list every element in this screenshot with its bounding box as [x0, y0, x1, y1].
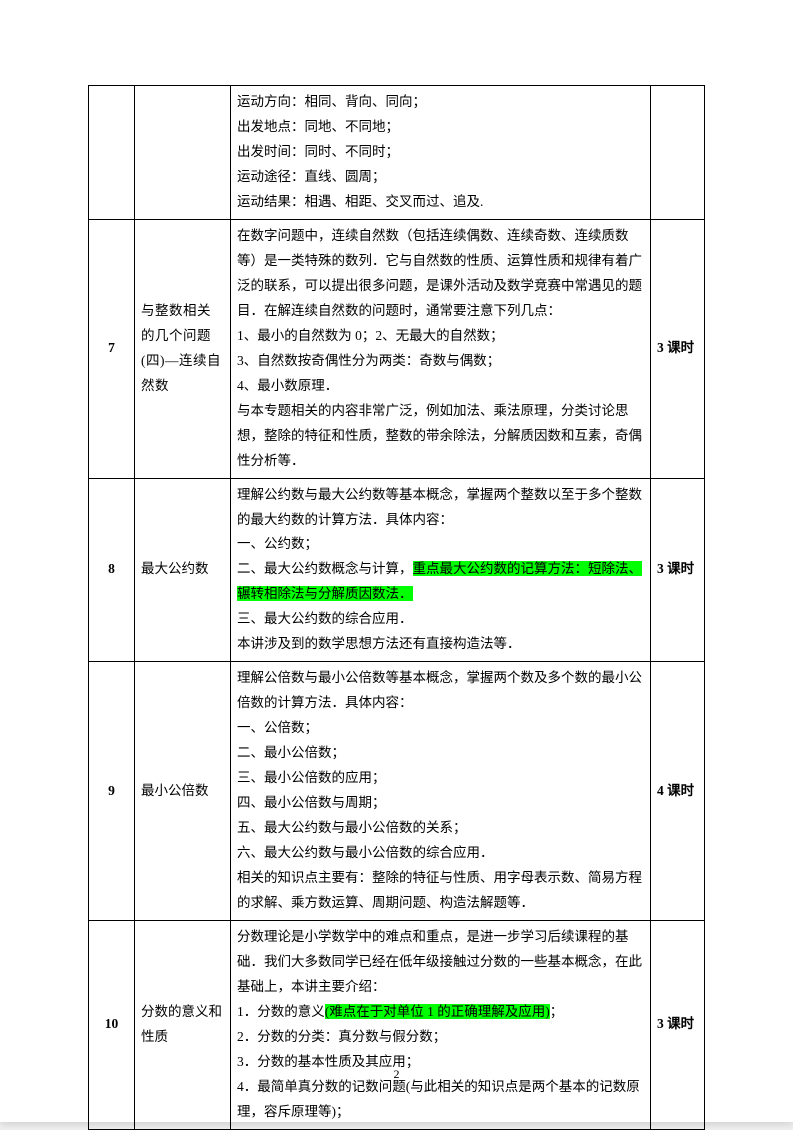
- row-title: 最大公约数: [135, 478, 231, 662]
- content-line: 二、最大公约数概念与计算，重点最大公约数的记算方法：短除法、辗转相除法与分解质因…: [237, 557, 644, 607]
- curriculum-table: 运动方向：相同、背向、同向； 出发地点：同地、不同地； 出发时间：同时、不同时；…: [88, 85, 705, 1130]
- content-line: 出发地点：同地、不同地；: [237, 115, 644, 140]
- row-number: 8: [89, 478, 135, 662]
- content-line: 五、最大公约数与最小公倍数的关系；: [237, 816, 644, 841]
- table-row: 8 最大公约数 理解公约数与最大公约数等基本概念，掌握两个整数以至于多个整数的最…: [89, 478, 705, 662]
- content-line: 3、自然数按奇偶性分为两类：奇数与偶数；: [237, 349, 644, 374]
- row-title: [135, 86, 231, 220]
- content-line: 一、公倍数；: [237, 716, 644, 741]
- content-line: 相关的知识点主要有：整除的特征与性质、用字母表示数、简易方程的求解、乘方数运算、…: [237, 866, 644, 916]
- content-line: 六、最大公约数与最小公倍数的综合应用．: [237, 841, 644, 866]
- content-line: 三、最大公约数的综合应用．: [237, 607, 644, 632]
- content-line: 4、最小数原理．: [237, 374, 644, 399]
- table-row: 7 与整数相关的几个问题(四)—连续自然数 在数字问题中，连续自然数（包括连续偶…: [89, 219, 705, 478]
- content-line: 与本专题相关的内容非常广泛，例如加法、乘法原理，分类讨论思想，整除的特征和性质，…: [237, 399, 644, 474]
- row-number: 9: [89, 662, 135, 921]
- content-text: ；: [550, 1004, 564, 1019]
- content-text: 1．分数的意义: [237, 1004, 325, 1019]
- row-hours: 4 课时: [651, 662, 705, 921]
- content-line: 4．最简单真分数的记数问题(与此相关的知识点是两个基本的记数原理，容斥原理等)；: [237, 1075, 644, 1125]
- content-text: 二、最大公约数概念与计算，: [237, 561, 413, 576]
- content-line: 四、最小公倍数与周期；: [237, 791, 644, 816]
- content-line: 三、最小公倍数的应用；: [237, 766, 644, 791]
- row-number: 7: [89, 219, 135, 478]
- row-content: 运动方向：相同、背向、同向； 出发地点：同地、不同地； 出发时间：同时、不同时；…: [231, 86, 651, 220]
- row-hours: [651, 86, 705, 220]
- content-line: 出发时间：同时、不同时；: [237, 140, 644, 165]
- row-title: 与整数相关的几个问题(四)—连续自然数: [135, 219, 231, 478]
- content-line: 运动途径：直线、圆周；: [237, 165, 644, 190]
- document-page: 运动方向：相同、背向、同向； 出发地点：同地、不同地； 出发时间：同时、不同时；…: [0, 0, 793, 1122]
- content-line: 本讲涉及到的数学思想方法还有直接构造法等．: [237, 632, 644, 657]
- highlight-text: (难点在于对单位 1 的正确理解及应用): [325, 1004, 550, 1019]
- content-line: 理解公约数与最大公约数等基本概念，掌握两个整数以至于多个整数的最大约数的计算方法…: [237, 483, 644, 533]
- row-content: 在数字问题中，连续自然数（包括连续偶数、连续奇数、连续质数等）是一类特殊的数列．…: [231, 219, 651, 478]
- row-hours: 3 课时: [651, 478, 705, 662]
- row-content: 理解公倍数与最小公倍数等基本概念，掌握两个数及多个数的最小公倍数的计算方法．具体…: [231, 662, 651, 921]
- table-row: 运动方向：相同、背向、同向； 出发地点：同地、不同地； 出发时间：同时、不同时；…: [89, 86, 705, 220]
- content-line: 运动方向：相同、背向、同向；: [237, 90, 644, 115]
- content-line: 1．分数的意义(难点在于对单位 1 的正确理解及应用)；: [237, 1000, 644, 1025]
- content-line: 2．分数的分类：真分数与假分数；: [237, 1025, 644, 1050]
- page-number: 2: [0, 1067, 793, 1082]
- content-line: 在数字问题中，连续自然数（包括连续偶数、连续奇数、连续质数等）是一类特殊的数列．…: [237, 224, 644, 324]
- content-line: 1、最小的自然数为 0；2、无最大的自然数；: [237, 324, 644, 349]
- content-line: 一、公约数；: [237, 532, 644, 557]
- row-number: [89, 86, 135, 220]
- table-row: 9 最小公倍数 理解公倍数与最小公倍数等基本概念，掌握两个数及多个数的最小公倍数…: [89, 662, 705, 921]
- row-hours: 3 课时: [651, 219, 705, 478]
- table-row: 10 分数的意义和性质 分数理论是小学数学中的难点和重点，是进一步学习后续课程的…: [89, 921, 705, 1130]
- content-line: 理解公倍数与最小公倍数等基本概念，掌握两个数及多个数的最小公倍数的计算方法．具体…: [237, 666, 644, 716]
- row-number: 10: [89, 921, 135, 1130]
- content-line: 分数理论是小学数学中的难点和重点，是进一步学习后续课程的基础．我们大多数同学已经…: [237, 925, 644, 1000]
- row-content: 分数理论是小学数学中的难点和重点，是进一步学习后续课程的基础．我们大多数同学已经…: [231, 921, 651, 1130]
- row-hours: 3 课时: [651, 921, 705, 1130]
- row-content: 理解公约数与最大公约数等基本概念，掌握两个整数以至于多个整数的最大约数的计算方法…: [231, 478, 651, 662]
- content-line: 二、最小公倍数；: [237, 741, 644, 766]
- row-title: 分数的意义和性质: [135, 921, 231, 1130]
- content-line: 运动结果：相遇、相距、交叉而过、追及.: [237, 190, 644, 215]
- row-title: 最小公倍数: [135, 662, 231, 921]
